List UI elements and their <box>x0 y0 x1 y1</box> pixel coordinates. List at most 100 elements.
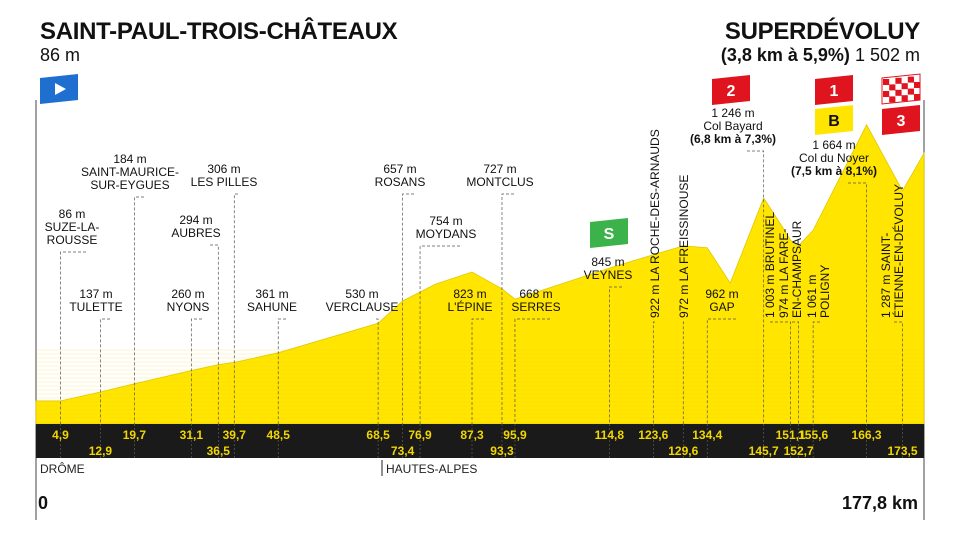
waypoint-label: GAP <box>709 300 734 314</box>
bonus-marker-icon: B <box>815 105 853 135</box>
km-label: 39,7 <box>223 428 247 442</box>
finish-climb-stats: (3,8 km à 5,9%) <box>720 45 850 65</box>
km-label: 173,5 <box>888 444 918 458</box>
vertical-leader <box>682 321 684 424</box>
waypoint-label: 823 m <box>453 287 486 301</box>
axis-end-label: 177,8 km <box>841 493 918 513</box>
finish-flag-check <box>889 84 896 91</box>
waypoint-label: (6,8 km à 7,3%) <box>690 132 776 146</box>
finish-town-name: SUPERDÉVOLUY <box>724 18 920 45</box>
vertical-waypoint-label: 1 061 m POLIGNY <box>805 265 832 318</box>
waypoint-label: 845 m <box>591 255 624 269</box>
waypoint-label: NYONS <box>167 300 210 314</box>
vertical-label-line: 974 m LA FARE- <box>777 229 791 318</box>
km-label: 95,9 <box>503 428 527 442</box>
finish-altitude: 1 502 m <box>854 45 920 65</box>
finish-flag-icon <box>881 73 921 105</box>
waypoint-leader <box>190 318 202 424</box>
region-right: HAUTES-ALPES <box>386 462 478 476</box>
km-label: 19,7 <box>123 428 147 442</box>
waypoint-label: VERCLAUSE <box>326 300 399 314</box>
waypoint-leader <box>747 150 765 424</box>
waypoint-label: MOYDANS <box>416 227 477 241</box>
waypoint-label: AUBRES <box>171 226 220 240</box>
km-label: 36,5 <box>207 444 231 458</box>
vertical-waypoint-label: 1 003 m BRUTINEL <box>763 212 777 318</box>
bonus-marker-icon-label: B <box>828 113 840 130</box>
start-arrow <box>55 83 66 95</box>
finish-flag-check <box>889 96 896 103</box>
waypoint-label: SUZE-LA- <box>45 220 100 234</box>
waypoint-label: 306 m <box>207 162 240 176</box>
waypoint-label: (7,5 km à 8,1%) <box>791 164 877 178</box>
waypoint-leader <box>402 193 414 424</box>
waypoint-label: 260 m <box>171 287 204 301</box>
km-band <box>36 424 924 458</box>
finish-flag-check <box>901 83 908 90</box>
kom-cat2-icon-label: 2 <box>727 83 736 100</box>
vertical-waypoint-label: 922 m LA ROCHE-DES-ARNAUDS <box>648 129 662 318</box>
start-altitude: 86 m <box>40 45 81 65</box>
km-label: 4,9 <box>52 428 69 442</box>
finish-flag-check <box>883 91 890 97</box>
vertical-leader <box>894 321 903 424</box>
km-label: 68,5 <box>366 428 390 442</box>
finish-flag-check <box>914 94 921 100</box>
waypoint-label: VEYNES <box>584 268 633 282</box>
km-label: 31,1 <box>180 428 204 442</box>
km-label: 76,9 <box>408 428 432 442</box>
km-label: 145,7 <box>749 444 779 458</box>
waypoint-label: 1 246 m <box>711 106 754 120</box>
kom-cat1-icon-label: 1 <box>830 83 839 100</box>
waypoint-label: 1 664 m <box>812 138 855 152</box>
waypoint-label: 962 m <box>705 287 738 301</box>
kom-cat1-icon-shape <box>815 75 853 105</box>
km-label: 93,3 <box>490 444 514 458</box>
finish-flag-check <box>907 88 914 95</box>
waypoint-leader <box>501 193 514 424</box>
waypoint-label: Col du Noyer <box>799 151 869 165</box>
vertical-label-line: 1 287 m SAINT- <box>879 233 893 318</box>
kom-cat1-icon: 1 <box>815 75 853 105</box>
sprint-marker-icon-label: S <box>604 226 615 243</box>
waypoint-leader <box>376 318 379 424</box>
waypoint-leader <box>277 318 286 424</box>
waypoint-leader <box>60 251 86 424</box>
vertical-label-line: POLIGNY <box>818 265 832 318</box>
km-label: 48,5 <box>267 428 291 442</box>
vertical-label-line: EN-CHAMPSAUR <box>790 220 804 318</box>
vertical-waypoint-label: 1 287 m SAINT- ÉTIENNE-EN-DÉVOLUY <box>879 184 906 318</box>
finish-flag-check <box>901 95 908 102</box>
km-label: 129,6 <box>668 444 698 458</box>
waypoint-leader <box>471 318 484 424</box>
vertical-label-line: 1 003 m BRUTINEL <box>763 212 777 318</box>
sprint-marker-icon: S <box>590 218 628 248</box>
waypoint-label: 530 m <box>345 287 378 301</box>
waypoint-label: SAINT-MAURICE- <box>81 165 179 179</box>
km-label: 73,4 <box>391 444 415 458</box>
region-left: DRÔME <box>40 462 85 476</box>
waypoint-label: 657 m <box>383 162 416 176</box>
vertical-label-line: 972 m LA FREISSINOUSE <box>677 175 691 318</box>
waypoint-label: Col Bayard <box>703 119 762 133</box>
finish-flag-check <box>914 82 921 88</box>
kom-cat3-icon-label: 3 <box>897 113 906 130</box>
sprint-marker-icon-shape <box>590 218 628 248</box>
waypoint-leader <box>848 182 867 424</box>
km-label: 152,7 <box>784 444 814 458</box>
waypoint-leader <box>609 286 622 424</box>
waypoint-label: 86 m <box>59 207 86 221</box>
km-label: 166,3 <box>852 428 882 442</box>
axis-start-label: 0 <box>38 493 49 513</box>
kom-cat2-icon-shape <box>712 75 750 105</box>
waypoint-leader <box>210 244 219 424</box>
waypoint-label: SAHUNE <box>247 300 297 314</box>
waypoint-label: ROSANS <box>375 175 426 189</box>
waypoint-label: 754 m <box>429 214 462 228</box>
vertical-waypoint-label: 974 m LA FARE- EN-CHAMPSAUR <box>777 220 804 318</box>
km-label: 12,9 <box>89 444 113 458</box>
waypoint-leader <box>514 318 550 424</box>
kom-cat3-icon: 3 <box>882 105 920 135</box>
km-label: 123,6 <box>638 428 668 442</box>
